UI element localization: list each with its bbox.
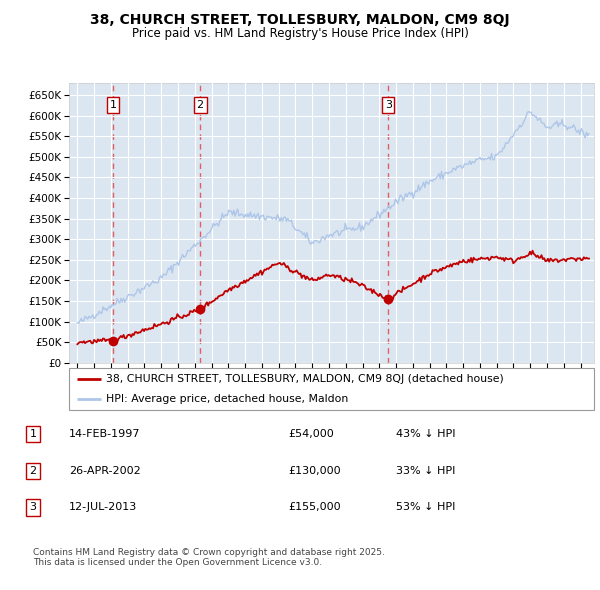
Text: 53% ↓ HPI: 53% ↓ HPI xyxy=(396,503,455,512)
Text: 14-FEB-1997: 14-FEB-1997 xyxy=(69,430,140,439)
Text: 38, CHURCH STREET, TOLLESBURY, MALDON, CM9 8QJ: 38, CHURCH STREET, TOLLESBURY, MALDON, C… xyxy=(90,13,510,27)
Text: 3: 3 xyxy=(385,100,392,110)
FancyBboxPatch shape xyxy=(69,368,594,410)
Text: 38, CHURCH STREET, TOLLESBURY, MALDON, CM9 8QJ (detached house): 38, CHURCH STREET, TOLLESBURY, MALDON, C… xyxy=(106,375,503,385)
Text: £130,000: £130,000 xyxy=(288,466,341,476)
Text: HPI: Average price, detached house, Maldon: HPI: Average price, detached house, Mald… xyxy=(106,395,348,404)
Text: 3: 3 xyxy=(29,503,37,512)
Text: 43% ↓ HPI: 43% ↓ HPI xyxy=(396,430,455,439)
Text: Price paid vs. HM Land Registry's House Price Index (HPI): Price paid vs. HM Land Registry's House … xyxy=(131,27,469,40)
Text: £54,000: £54,000 xyxy=(288,430,334,439)
Text: 26-APR-2002: 26-APR-2002 xyxy=(69,466,141,476)
Text: 2: 2 xyxy=(197,100,204,110)
Text: Contains HM Land Registry data © Crown copyright and database right 2025.
This d: Contains HM Land Registry data © Crown c… xyxy=(33,548,385,567)
Text: 33% ↓ HPI: 33% ↓ HPI xyxy=(396,466,455,476)
Text: 1: 1 xyxy=(29,430,37,439)
Text: 1: 1 xyxy=(109,100,116,110)
Text: 12-JUL-2013: 12-JUL-2013 xyxy=(69,503,137,512)
Text: £155,000: £155,000 xyxy=(288,503,341,512)
Text: 2: 2 xyxy=(29,466,37,476)
